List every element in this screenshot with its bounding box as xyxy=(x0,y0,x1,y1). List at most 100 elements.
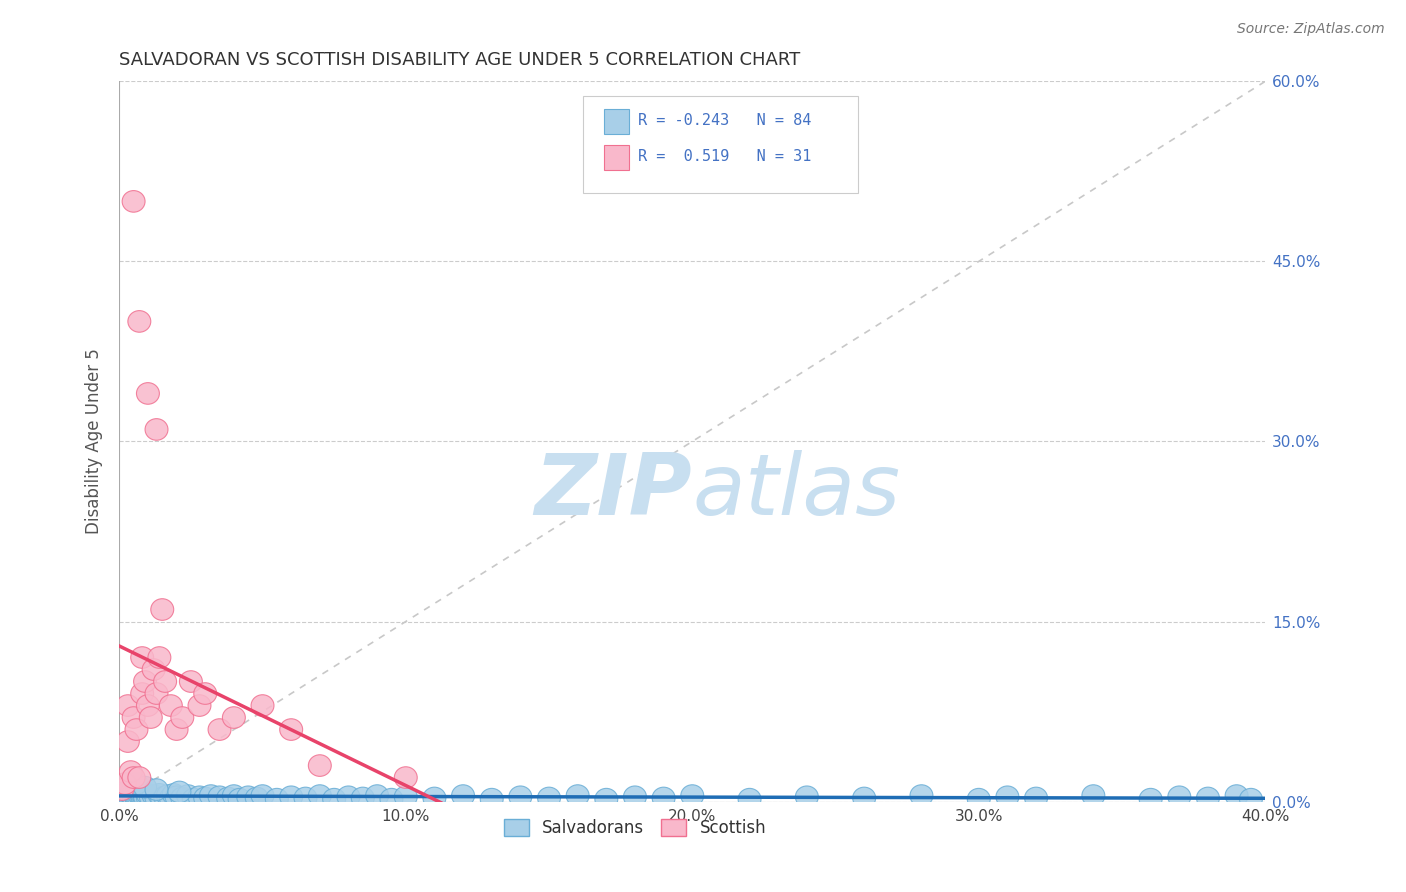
Text: R =  0.519   N = 31: R = 0.519 N = 31 xyxy=(638,150,811,164)
Ellipse shape xyxy=(148,783,172,805)
Ellipse shape xyxy=(738,789,761,810)
Ellipse shape xyxy=(117,789,139,810)
Ellipse shape xyxy=(114,783,136,805)
Ellipse shape xyxy=(136,695,159,716)
Ellipse shape xyxy=(125,772,148,795)
Ellipse shape xyxy=(145,779,167,800)
Ellipse shape xyxy=(142,658,165,681)
Ellipse shape xyxy=(366,785,388,806)
Ellipse shape xyxy=(222,785,245,806)
Ellipse shape xyxy=(128,789,150,810)
Ellipse shape xyxy=(142,785,165,806)
Ellipse shape xyxy=(188,786,211,807)
Ellipse shape xyxy=(352,787,374,809)
Ellipse shape xyxy=(120,787,142,809)
Ellipse shape xyxy=(131,782,153,804)
Ellipse shape xyxy=(967,789,990,810)
Ellipse shape xyxy=(1197,787,1219,809)
Ellipse shape xyxy=(125,787,148,809)
Ellipse shape xyxy=(150,599,174,620)
Ellipse shape xyxy=(394,767,418,789)
Ellipse shape xyxy=(172,787,194,809)
Ellipse shape xyxy=(423,787,446,809)
Ellipse shape xyxy=(509,786,531,807)
Ellipse shape xyxy=(1168,786,1191,807)
Ellipse shape xyxy=(995,786,1019,807)
Ellipse shape xyxy=(114,772,136,795)
Ellipse shape xyxy=(120,761,142,782)
Ellipse shape xyxy=(125,719,148,740)
Ellipse shape xyxy=(150,789,174,810)
Text: SALVADORAN VS SCOTTISH DISABILITY AGE UNDER 5 CORRELATION CHART: SALVADORAN VS SCOTTISH DISABILITY AGE UN… xyxy=(120,51,800,69)
Ellipse shape xyxy=(162,783,186,805)
Ellipse shape xyxy=(120,783,142,805)
Text: Source: ZipAtlas.com: Source: ZipAtlas.com xyxy=(1237,22,1385,37)
Ellipse shape xyxy=(131,787,153,809)
Ellipse shape xyxy=(139,706,162,729)
Ellipse shape xyxy=(136,383,159,404)
Ellipse shape xyxy=(337,786,360,807)
Ellipse shape xyxy=(145,682,167,705)
Ellipse shape xyxy=(111,786,134,807)
Ellipse shape xyxy=(394,786,418,807)
Ellipse shape xyxy=(122,782,145,804)
Ellipse shape xyxy=(208,719,231,740)
Ellipse shape xyxy=(131,682,153,705)
Ellipse shape xyxy=(136,787,159,809)
Ellipse shape xyxy=(139,786,162,807)
Ellipse shape xyxy=(194,682,217,705)
Ellipse shape xyxy=(145,418,167,441)
Ellipse shape xyxy=(117,695,139,716)
Ellipse shape xyxy=(117,731,139,752)
Ellipse shape xyxy=(159,787,183,809)
Ellipse shape xyxy=(280,786,302,807)
Ellipse shape xyxy=(294,787,316,809)
Ellipse shape xyxy=(910,785,934,806)
Ellipse shape xyxy=(567,785,589,806)
Ellipse shape xyxy=(165,719,188,740)
Ellipse shape xyxy=(1240,789,1263,810)
Ellipse shape xyxy=(134,786,156,807)
Ellipse shape xyxy=(451,785,475,806)
Ellipse shape xyxy=(131,647,153,668)
Ellipse shape xyxy=(623,786,647,807)
Ellipse shape xyxy=(188,695,211,716)
Ellipse shape xyxy=(117,785,139,806)
Ellipse shape xyxy=(134,671,156,692)
Ellipse shape xyxy=(114,787,136,809)
FancyBboxPatch shape xyxy=(605,145,630,170)
Ellipse shape xyxy=(177,785,200,806)
Ellipse shape xyxy=(122,706,145,729)
Ellipse shape xyxy=(134,789,156,810)
Ellipse shape xyxy=(148,647,172,668)
Ellipse shape xyxy=(245,787,269,809)
Ellipse shape xyxy=(380,789,404,810)
Legend: Salvadorans, Scottish: Salvadorans, Scottish xyxy=(498,812,773,844)
Ellipse shape xyxy=(134,776,156,798)
Ellipse shape xyxy=(122,191,145,212)
Ellipse shape xyxy=(323,789,346,810)
Ellipse shape xyxy=(128,310,150,332)
Ellipse shape xyxy=(208,786,231,807)
Ellipse shape xyxy=(595,789,617,810)
Ellipse shape xyxy=(172,706,194,729)
Ellipse shape xyxy=(128,767,150,789)
Ellipse shape xyxy=(136,783,159,805)
Text: ZIP: ZIP xyxy=(534,450,692,533)
Ellipse shape xyxy=(156,785,180,806)
Ellipse shape xyxy=(111,779,134,800)
Ellipse shape xyxy=(217,787,239,809)
Ellipse shape xyxy=(252,695,274,716)
Ellipse shape xyxy=(145,787,167,809)
Ellipse shape xyxy=(153,786,177,807)
Ellipse shape xyxy=(280,719,302,740)
Ellipse shape xyxy=(308,785,332,806)
Ellipse shape xyxy=(852,787,876,809)
Ellipse shape xyxy=(167,781,191,803)
Ellipse shape xyxy=(228,789,252,810)
Ellipse shape xyxy=(252,785,274,806)
Ellipse shape xyxy=(194,787,217,809)
Ellipse shape xyxy=(128,783,150,805)
Ellipse shape xyxy=(1225,785,1249,806)
Text: R = -0.243   N = 84: R = -0.243 N = 84 xyxy=(638,113,811,128)
